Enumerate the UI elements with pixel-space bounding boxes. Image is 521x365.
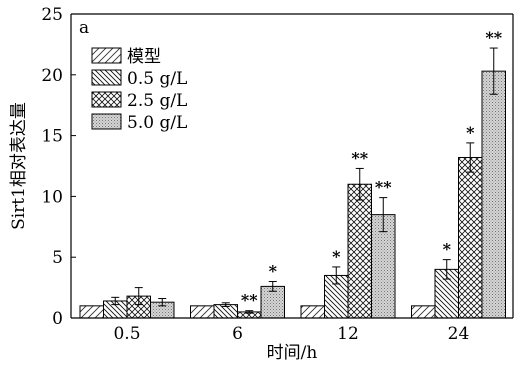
bar-12-s0: [300, 305, 325, 319]
legend-label: 模型: [127, 47, 161, 67]
x-tick-label: 12: [337, 324, 359, 344]
y-tick-label: 10: [41, 187, 63, 207]
legend-swatch: [91, 47, 122, 64]
significance-mark: *: [332, 247, 341, 266]
y-tick-label: 5: [52, 248, 63, 268]
bar-6-s0: [190, 305, 215, 319]
x-tick-label: 0.5: [113, 324, 140, 344]
significance-mark: *: [443, 240, 452, 259]
panel-label: a: [79, 18, 89, 38]
bar-0.5-s0: [79, 305, 104, 319]
legend-swatch: [91, 91, 122, 108]
legend-label: 2.5 g/L: [127, 91, 187, 111]
x-tick-label: 6: [232, 324, 243, 344]
bar-12-s2: [347, 183, 372, 319]
legend-label: 5.0 g/L: [127, 113, 187, 133]
y-axis-title: Sirt1相对表达量: [9, 102, 29, 230]
legend-swatch: [91, 113, 122, 130]
bar-24-s3: [481, 70, 506, 319]
significance-mark: *: [466, 123, 475, 142]
significance-mark: **: [351, 148, 368, 167]
axis-ticks: 0.5 6 12 24 0 5 10 15 20 25: [41, 5, 469, 344]
x-tick-label: 24: [448, 324, 470, 344]
significance-mark: **: [485, 28, 502, 47]
legend-label: 0.5 g/L: [127, 69, 187, 89]
significance-mark: **: [375, 178, 392, 197]
legend-swatch: [91, 69, 122, 86]
significance-mark: **: [241, 291, 258, 310]
significance-mark: *: [269, 262, 278, 281]
y-tick-label: 0: [52, 309, 63, 329]
bars: ************: [79, 28, 506, 319]
y-tick-label: 25: [41, 5, 63, 25]
bar-24-s2: [458, 156, 483, 319]
legend: 模型0.5 g/L2.5 g/L5.0 g/L: [91, 47, 187, 133]
x-axis-title: 时间/h: [267, 343, 318, 363]
bar-24-s0: [411, 305, 436, 319]
y-tick-label: 20: [41, 66, 63, 86]
y-tick-label: 15: [41, 127, 63, 147]
